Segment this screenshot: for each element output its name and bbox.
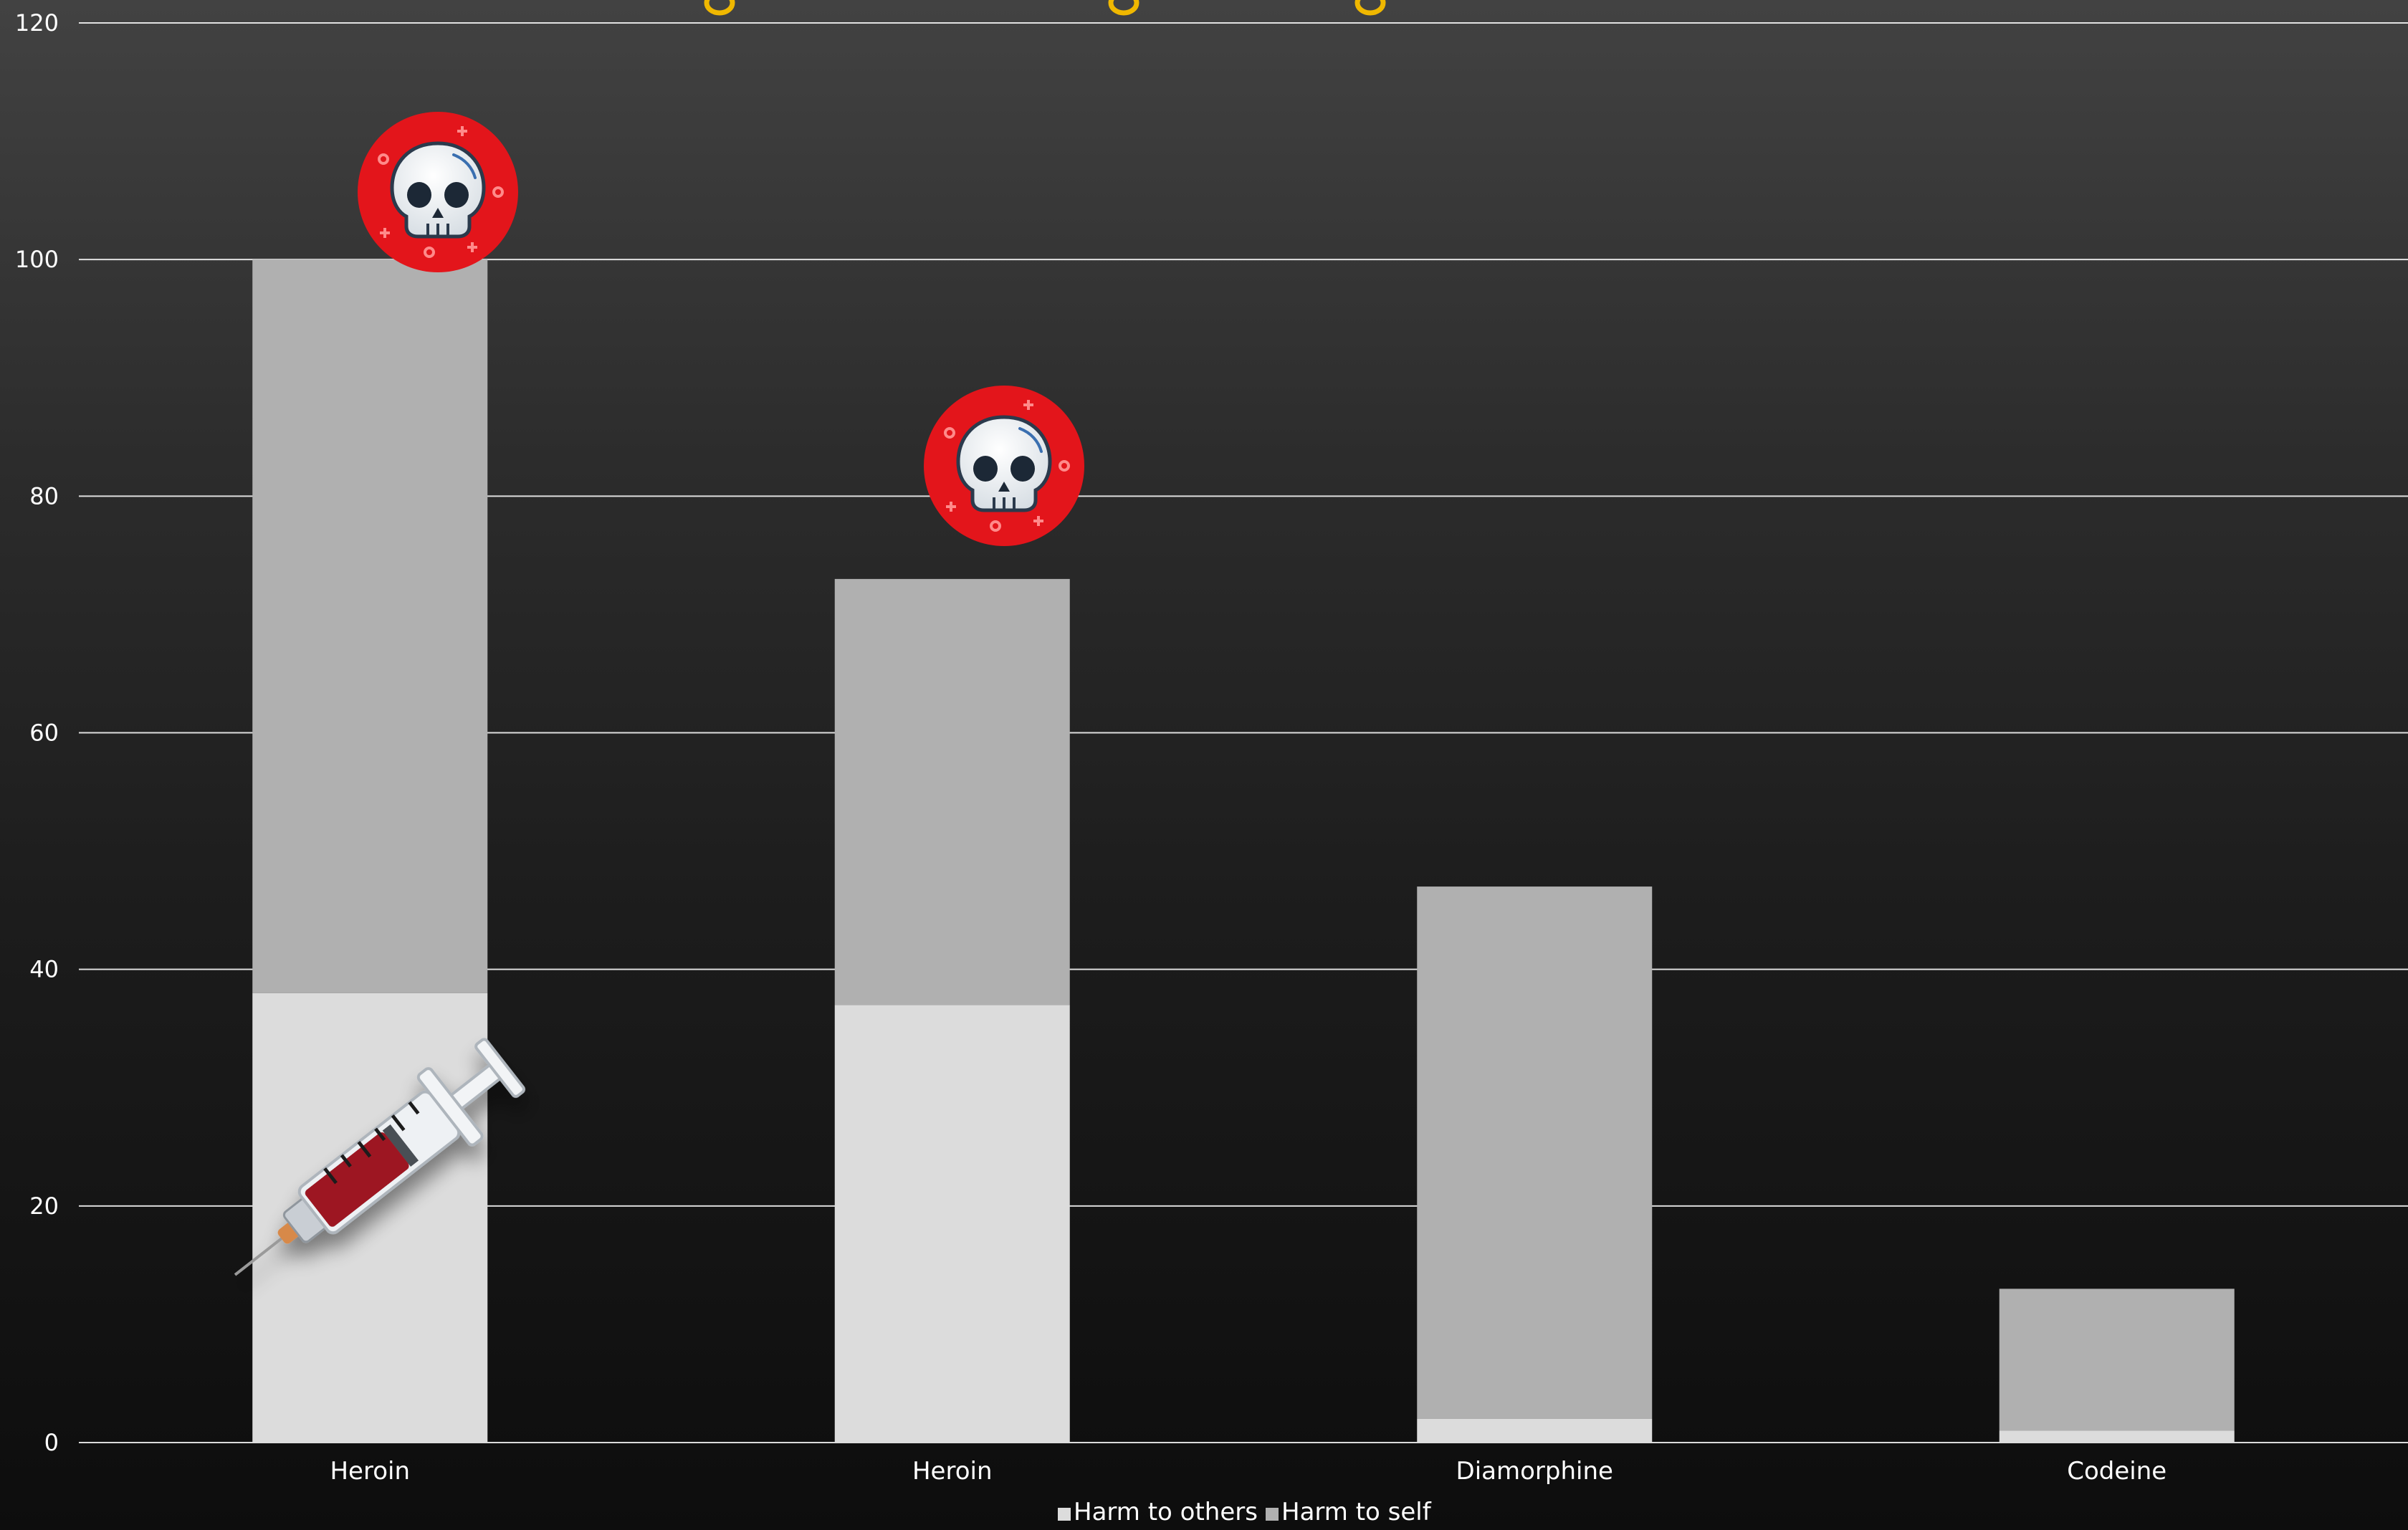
- y-tick-label: 120: [15, 9, 59, 37]
- x-category-label: Heroin: [912, 1457, 993, 1486]
- bar-segment-harm-to-self: [1417, 886, 1653, 1419]
- legend-label-harm-to-self: Harm to self: [1281, 1498, 1432, 1526]
- title-glyph-fragment: [704, 0, 735, 16]
- legend: Harm to others Harm to self: [1058, 1498, 1432, 1526]
- legend-label-harm-to-others: Harm to others: [1074, 1498, 1258, 1526]
- chart-title-cropped: [704, 0, 1386, 16]
- y-tick-label: 80: [29, 482, 59, 510]
- legend-swatch-harm-to-others: [1058, 1508, 1071, 1521]
- bar-segment-harm-to-others: [1417, 1418, 1653, 1443]
- y-tick-label: 20: [29, 1192, 59, 1220]
- bar-segment-harm-to-self: [1999, 1288, 2235, 1431]
- x-category-label: Diamorphine: [1456, 1457, 1613, 1486]
- y-tick-label: 100: [15, 246, 59, 273]
- syringe-icon: [234, 1038, 525, 1276]
- y-tick-label: 40: [29, 956, 59, 983]
- x-category-label: Codeine: [2067, 1457, 2166, 1486]
- bars: [252, 259, 2235, 1443]
- bar-segment-harm-to-self: [252, 259, 488, 993]
- title-glyph-fragment: [1354, 0, 1386, 16]
- y-axis-tick-labels: 0 20 40 60 80 100 120: [15, 9, 59, 1456]
- x-category-label: Heroin: [330, 1457, 410, 1486]
- legend-swatch-harm-to-self: [1266, 1508, 1279, 1521]
- y-tick-label: 0: [44, 1429, 59, 1456]
- title-glyph-fragment: [1108, 0, 1140, 16]
- y-tick-label: 60: [29, 719, 59, 747]
- bar-segment-harm-to-others: [1999, 1430, 2235, 1443]
- skull-icon: [358, 112, 518, 272]
- bar-segment-harm-to-others: [834, 1005, 1070, 1443]
- skull-icon: [924, 386, 1084, 546]
- bar-segment-harm-to-self: [834, 578, 1070, 1005]
- x-axis-category-labels: Heroin Heroin Diamorphine Codeine: [330, 1457, 2166, 1486]
